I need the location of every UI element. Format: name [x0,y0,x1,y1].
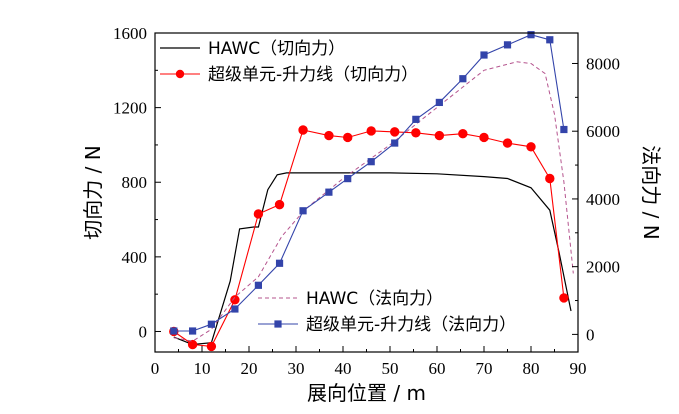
series-1-marker-17 [545,173,555,184]
y-right-tick-label: 2000 [586,258,620,277]
y-left-tick-label: 400 [122,248,148,267]
x-tick-label: 70 [476,359,493,378]
legend-marker-1 [175,69,185,79]
y-right-tick-label: 0 [586,325,595,344]
x-tick-label: 30 [288,359,305,378]
x-tick-label: 40 [335,359,352,378]
x-tick-label: 10 [194,359,211,378]
series-3-marker-17 [546,36,554,44]
legend-entry-2: HAWC（法向力） [258,289,443,309]
y-right-tick-label: 4000 [586,190,620,209]
series-1-marker-2 [206,341,217,352]
series-1-marker-9 [366,126,376,136]
legend-entry-3: 超级单元-升力线（法向力） [258,315,516,335]
x-tick-label: 90 [570,359,587,378]
y-right-tick-label: 8000 [586,54,620,73]
y-left-tick-label: 800 [122,173,148,192]
y-right-tick-label: 6000 [586,122,620,141]
series-3-marker-15 [503,41,512,49]
y-left-tick-label: 1200 [113,99,147,118]
series-1-marker-13 [458,129,468,139]
series-1-marker-14 [479,132,489,143]
x-axis-title: 展向位置 / m [307,381,426,405]
legend-marker-3 [274,320,282,328]
series-line-2 [173,61,574,342]
series-1-marker-11 [411,128,421,138]
series-1-marker-5 [274,199,285,210]
series-3-marker-16 [527,31,535,39]
series-3-marker-12 [435,98,443,107]
series-1-marker-10 [390,127,400,137]
x-tick-label: 20 [241,359,258,378]
x-tick-label: 80 [523,359,540,378]
series-3-marker-10 [391,139,399,147]
series-1-marker-1 [187,339,198,350]
series-1-marker-3 [230,295,240,305]
y-left-tick-label: 0 [139,322,148,341]
series-3-marker-8 [344,175,352,183]
legend-entry-0: HAWC（切向力） [160,39,345,59]
series-1-marker-18 [559,293,569,303]
series-1-marker-4 [253,209,264,219]
series-3-marker-7 [325,188,333,196]
series-1-marker-15 [502,138,513,148]
series-3-marker-9 [367,158,375,166]
series-1-marker-8 [343,132,353,143]
series-1-marker-12 [434,130,445,141]
legend-entry-1: 超级单元-升力线（切向力） [160,65,418,85]
series-3-marker-1 [189,327,197,335]
series-3-marker-11 [412,115,420,123]
x-tick-label: 0 [151,359,160,378]
series-3-marker-2 [207,320,215,328]
x-tick-label: 60 [429,359,446,378]
y-right-axis-title: 法向力 / N [639,145,663,239]
series-3-marker-13 [459,75,467,83]
y-left-axis-title: 切向力 / N [81,145,105,239]
series-1-marker-16 [526,142,536,152]
legend-label-3: 超级单元-升力线（法向力） [306,315,516,335]
legend-label-1: 超级单元-升力线（切向力） [208,65,418,85]
series-3-marker-4 [254,281,262,289]
series-1-marker-7 [324,130,334,141]
series-3-marker-18 [560,125,568,134]
series-3-marker-3 [231,305,239,313]
legend-label-2: HAWC（法向力） [306,289,443,309]
y-left-tick-label: 1600 [113,24,147,43]
series-3-marker-5 [275,259,284,267]
x-tick-label: 50 [382,359,399,378]
series-3-marker-0 [170,327,178,335]
series-1-marker-6 [298,125,308,135]
series-3-marker-6 [299,207,307,215]
series-line-0 [173,172,572,346]
series-3-marker-14 [480,51,488,59]
legend-label-0: HAWC（切向力） [208,39,345,59]
